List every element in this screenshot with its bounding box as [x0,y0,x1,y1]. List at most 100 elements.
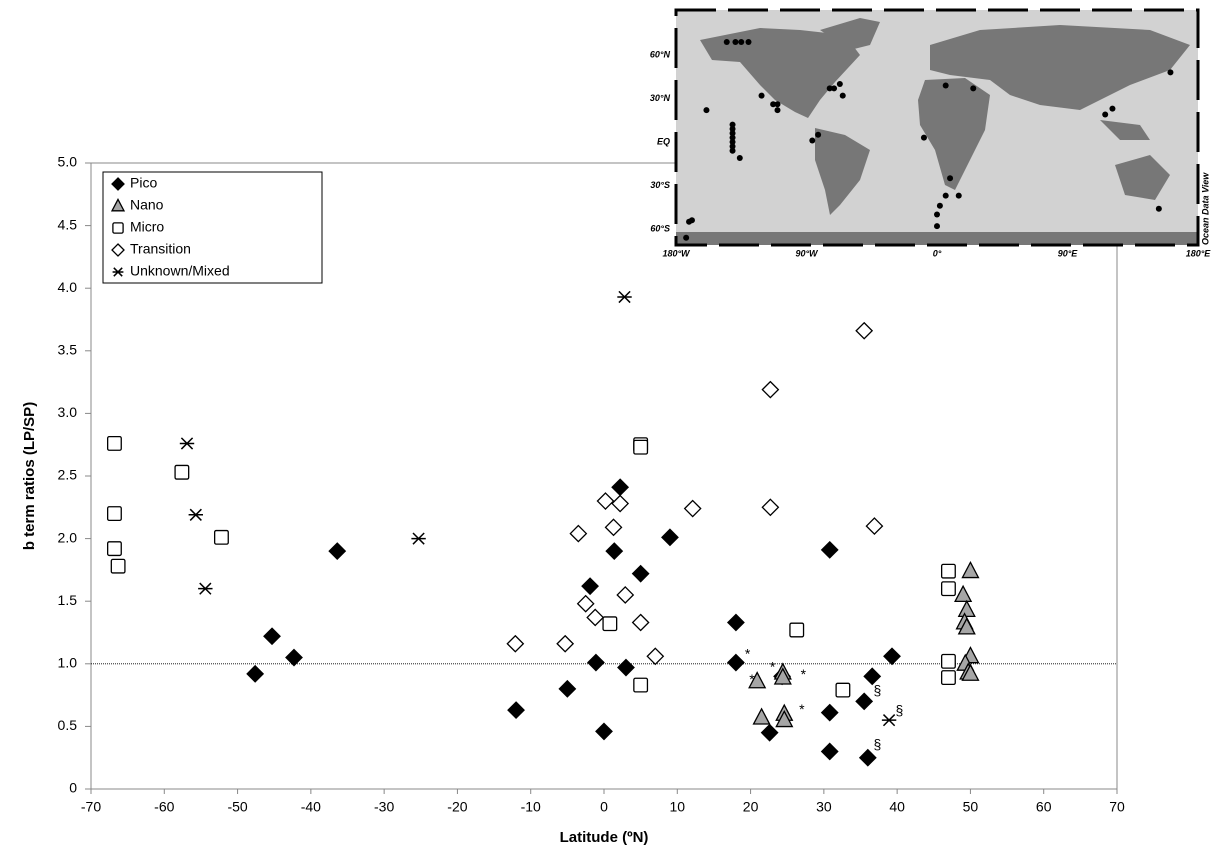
x-tick-label: -50 [227,799,247,815]
inset-map: Ocean Data View 60°N30°NEQ30°S60°S180°W9… [650,10,1211,258]
point [411,533,425,544]
legend-label: Unknown/Mixed [130,263,230,279]
point [180,438,194,449]
point [942,582,956,596]
legend-marker [113,223,123,233]
station [1156,206,1162,212]
point [557,636,573,652]
station [970,85,976,91]
legend-label: Micro [130,219,164,235]
y-tick-label: 5.0 [58,154,78,170]
station [934,212,940,218]
point [634,678,648,692]
point [685,501,701,517]
point [247,666,263,682]
point [617,587,633,603]
legend: Pico Nano Micro Transition Unknown/Mixed [103,172,322,283]
point [762,725,778,741]
point [603,617,617,631]
y-axis-title: b term ratios (LP/SP) [21,402,38,550]
x-tick-label: -40 [301,799,321,815]
x-axis-title: Latitude (ºN) [560,829,649,846]
station [737,155,743,161]
point [856,693,872,709]
point [728,655,744,671]
legend-label: Pico [130,175,157,191]
point [570,526,586,542]
point [790,623,804,637]
point [189,509,203,520]
station [956,193,962,199]
station [947,175,953,181]
annotation: * [745,646,751,662]
y-tick-label: 4.0 [58,279,78,295]
annotation: § [873,682,881,698]
station [809,138,815,144]
legend-label: Nano [130,197,164,213]
point [582,578,598,594]
x-tick-label: 40 [889,799,905,815]
y-tick-label: 2.0 [58,529,78,545]
y-tick-label: 0.5 [58,717,78,733]
map-lon-label: 90°E [1058,248,1079,258]
station [689,217,695,223]
point [612,479,628,495]
map-lat-label: 60°S [650,223,670,233]
x-tick-label: 30 [816,799,832,815]
point [508,702,524,718]
point [860,750,876,766]
point [215,531,229,545]
point [559,681,575,697]
point [942,671,956,685]
station [831,85,837,91]
point [662,529,678,545]
station [759,93,765,99]
point [856,323,872,339]
x-tick-label: -70 [81,799,101,815]
station [732,39,738,45]
annotation: * [749,671,755,687]
x-tick-label: 60 [1036,799,1052,815]
point [822,743,838,759]
x-tick-label: -30 [374,799,394,815]
point [606,519,622,535]
annotation: * [801,666,807,682]
point [962,562,978,577]
point [634,440,648,454]
x-tick-label: -60 [154,799,174,815]
point [111,559,125,573]
x-tick-label: -20 [447,799,467,815]
x-tick-label: 10 [669,799,685,815]
antarctica [676,232,1198,245]
point [884,648,900,664]
point [108,542,122,556]
y-tick-label: 1.5 [58,592,78,608]
point [264,628,280,644]
map-lat-label: EQ [657,136,670,146]
station [724,39,730,45]
y-tick-label: 3.5 [58,342,78,358]
point [633,566,649,582]
y-tick-label: 3.0 [58,404,78,420]
point [198,583,212,594]
map-lat-label: 30°S [650,180,670,190]
point [587,609,603,625]
point [754,709,770,724]
station [703,107,709,113]
point [588,655,604,671]
legend-label: Transition [130,241,191,257]
station [1109,106,1115,112]
point [175,465,189,479]
point [942,654,956,668]
y-tick-label: 0 [69,780,77,796]
map-lon-label: 180°W [662,248,691,258]
point [507,636,523,652]
annotation: * [770,658,776,674]
station [775,101,781,107]
station [746,39,752,45]
point [959,601,975,616]
point [108,437,122,451]
y-tick-label: 1.0 [58,655,78,671]
annotation: § [895,702,903,718]
point [596,723,612,739]
